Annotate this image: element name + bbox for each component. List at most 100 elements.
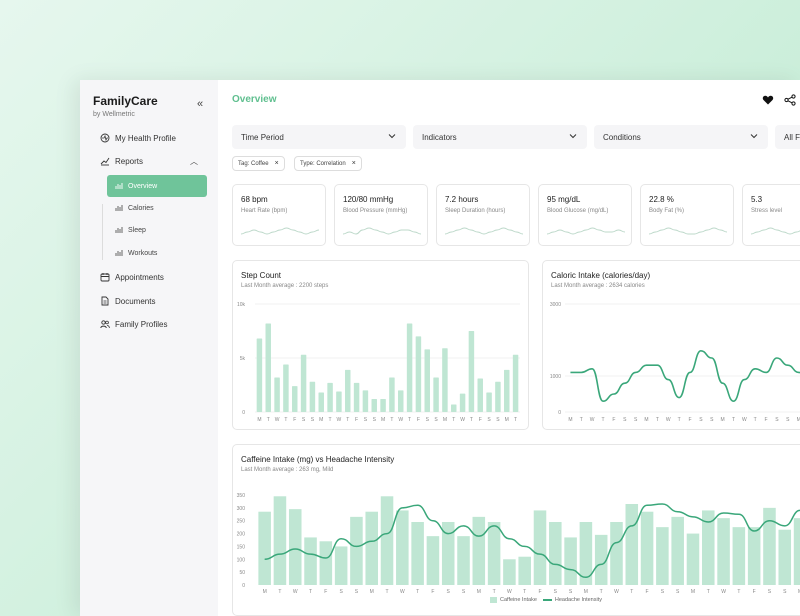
step-bar [512,354,519,412]
caffeine-bar [472,516,486,585]
step-bar [398,390,404,412]
nav-label: Appointments [115,272,164,282]
nav-item-family-profiles[interactable]: Family Profiles [100,317,167,331]
nav-item-reports[interactable]: Reports [100,154,143,168]
chart-subtitle: Last Month average : 263 mg, Mild [241,467,334,473]
bar-chart-icon [115,205,123,211]
chevron-down-icon [388,134,396,139]
metric-card-blood-pressure[interactable]: 120/80 mmHg Blood Pressure (mmHg) [334,184,428,246]
step-bar [265,323,271,412]
sub-item-label: Workouts [128,249,158,257]
metric-card-body-fat[interactable]: 22.8 % Body Fat (%) [640,184,734,246]
caffeine-bar [426,536,440,585]
x-tick-label: M [797,417,800,423]
x-tick-label: S [569,589,573,595]
sub-item-label: Calories [128,204,154,212]
sub-item-calories[interactable]: Calories [107,197,207,219]
x-tick-label: M [505,417,509,423]
filter-conditions[interactable]: Conditions [594,125,768,149]
caffeine-bar [273,496,287,585]
x-tick-label: F [753,589,756,595]
sparkline-path [649,227,727,235]
x-tick-label: T [630,589,633,595]
caloric-intake-chart: 010003000MTWTFSSMTWTFSSMTWTFSSMT [550,302,800,423]
metric-value: 22.8 % [649,195,674,204]
filter-all[interactable]: All F [775,125,800,149]
step-bar [345,369,351,412]
sparkline-path [241,227,319,235]
y-tick-label: 10k [237,302,246,308]
x-tick-label: S [434,417,438,423]
x-tick-label: T [267,417,270,423]
sub-item-label: Overview [128,182,158,190]
caffeine-bar [717,518,730,585]
y-tick-label: 150 [237,544,246,550]
filter-time-period[interactable]: Time Period [232,125,406,149]
x-tick-label: T [754,417,757,423]
x-tick-label: M [381,417,385,423]
y-tick-label: 0 [242,583,245,589]
x-tick-label: F [688,417,691,423]
brand-subtitle: by Wellmetric [93,111,135,118]
chart-legend: Caffeine Intake Headache Intensity [490,597,602,603]
x-tick-label: S [623,417,627,423]
x-tick-label: S [302,417,306,423]
metric-label: Blood Pressure (mmHg) [343,208,408,214]
metric-card-heart-rate[interactable]: 68 bpm Heart Rate (bpm) [232,184,326,246]
caffeine-bar [594,534,608,585]
x-tick-label: S [487,417,491,423]
x-tick-label: W [275,417,280,423]
x-tick-label: T [309,589,312,595]
metric-card-blood-glucose[interactable]: 95 mg/dL Blood Glucose (mg/dL) [538,184,632,246]
caffeine-headache-panel: 0 50 100 150 200 250 300 350 M T W T F S S M T W T F S S M T W T F… [232,444,800,616]
sparkline [649,227,727,235]
nav-item-my-health-profile[interactable]: My Health Profile [100,131,176,145]
legend-item: Caffeine Intake [500,597,537,603]
x-tick-label: F [479,417,482,423]
tag-label: Tag: Coffee [238,160,269,167]
x-tick-label: T [737,589,740,595]
metric-value: 5.3 [751,195,763,204]
sub-item-overview[interactable]: Overview [107,175,207,197]
heart-pulse-icon [100,133,110,143]
x-tick-label: W [400,589,405,595]
metric-card-sleep-duration[interactable]: 7.2 hours Sleep Duration (hours) [436,184,530,246]
brand-title: FamilyCare [93,94,158,108]
chevron-up-icon[interactable]: ︿ [190,157,198,166]
x-tick-label: T [580,417,583,423]
nav-item-documents[interactable]: Documents [100,294,155,308]
step-bar [495,381,501,412]
caffeine-bar [334,546,348,585]
x-tick-label: S [355,589,359,595]
nav-label: My Health Profile [115,133,176,143]
x-tick-label: T [408,417,411,423]
heart-icon[interactable] [762,94,774,106]
x-tick-label: S [710,417,714,423]
step-bar [327,382,333,412]
submenu-line [102,204,103,260]
app-window: FamilyCare by Wellmetric « My Health Pro… [80,80,800,616]
filter-indicators[interactable]: Indicators [413,125,587,149]
x-tick-label: M [257,417,261,423]
metric-card-stress-level[interactable]: 5.3 Stress level [742,184,800,246]
sub-item-sleep[interactable]: Sleep [107,219,207,241]
legend-swatch-bar [490,597,497,603]
caffeine-bar [686,533,700,585]
caffeine-bar [396,510,409,585]
document-icon [101,296,109,306]
x-tick-label: M [263,589,267,595]
sub-item-workouts[interactable]: Workouts [107,242,207,264]
x-tick-label: S [496,417,500,423]
nav-item-appointments[interactable]: Appointments [100,270,164,284]
step-bar [504,369,510,412]
collapse-sidebar-icon[interactable]: « [197,98,204,110]
x-tick-label: S [373,417,377,423]
x-tick-label: M [568,417,572,423]
share-icon[interactable] [784,94,796,106]
legend-item: Headache Intensity [554,597,602,603]
step-bar [433,377,439,412]
caloric-intake-panel: 010003000MTWTFSSMTWTFSSMTWTFSSMT Caloric… [542,260,800,430]
bar-chart-icon [115,227,123,233]
close-icon[interactable]: × [274,160,279,167]
close-icon[interactable]: × [351,160,356,167]
